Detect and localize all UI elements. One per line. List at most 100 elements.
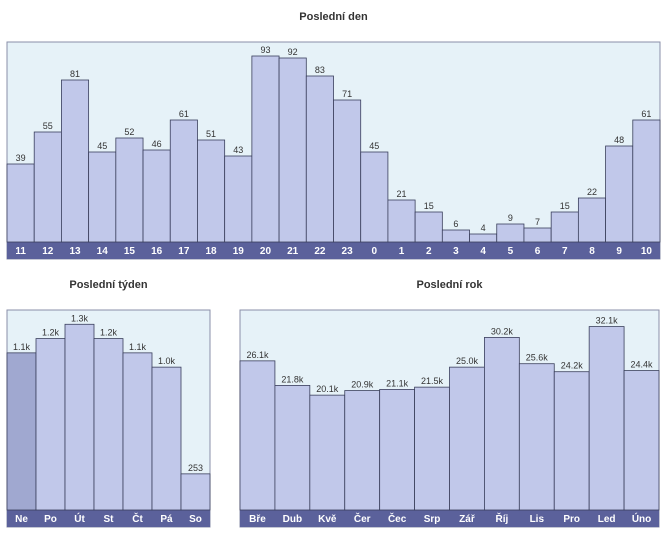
bar-value-label-week: 1.1k [129, 342, 147, 352]
chart-title-year: Poslední rok [416, 279, 483, 291]
bar-value-label-year: 26.1k [246, 350, 269, 360]
bar-year [379, 389, 415, 511]
x-tick-label-year: Říj [495, 512, 508, 525]
bar-value-label-week: 1.2k [42, 328, 60, 338]
x-tick-label-day: 13 [69, 246, 81, 257]
bar-value-label-week: 1.2k [100, 328, 118, 338]
bar-value-label-year: 32.1k [596, 316, 619, 326]
bar-value-label-day: 15 [560, 201, 570, 211]
bar-day [251, 55, 280, 243]
bar-day [169, 119, 198, 243]
bar-day [142, 149, 171, 243]
bar-day [115, 137, 144, 243]
bar-day [305, 75, 334, 243]
x-tick-label-day: 0 [372, 246, 378, 257]
x-tick-label-year: Zář [459, 514, 475, 525]
bar-day [224, 155, 253, 243]
bar-value-label-year: 24.2k [561, 361, 584, 371]
bar-value-label-year: 21.1k [386, 378, 409, 388]
bar-value-label-year: 20.9k [351, 380, 374, 390]
bar-day [414, 211, 443, 243]
bar-value-label-year: 25.6k [526, 353, 549, 363]
x-tick-label-week: Út [74, 512, 85, 525]
bar-value-label-day: 45 [97, 141, 107, 151]
x-tick-label-day: 12 [42, 246, 54, 257]
bar-day [523, 227, 552, 243]
bar-value-label-day: 46 [152, 139, 162, 149]
bar-value-label-day: 22 [587, 187, 597, 197]
bar-day [88, 151, 117, 243]
x-tick-label-day: 19 [233, 246, 245, 257]
bar-day [61, 79, 90, 243]
bar-day [33, 131, 62, 243]
bar-day [577, 197, 606, 243]
bar-week [180, 473, 211, 511]
chart-title-day: Poslední den [299, 11, 368, 23]
x-tick-label-week: So [189, 514, 202, 525]
x-tick-label-week: Pá [160, 514, 173, 525]
bar-year [274, 385, 311, 511]
bar-value-label-day: 83 [315, 65, 325, 75]
x-tick-label-day: 17 [178, 246, 190, 257]
x-tick-label-day: 3 [453, 246, 459, 257]
bar-day [550, 211, 579, 243]
x-tick-label-day: 11 [15, 246, 26, 257]
x-tick-label-day: 7 [562, 246, 568, 257]
bar-year [344, 390, 381, 511]
x-tick-label-week: St [104, 514, 115, 525]
bar-day [441, 229, 470, 243]
x-tick-label-day: 15 [124, 246, 136, 257]
x-tick-label-year: Pro [563, 514, 580, 525]
bar-value-label-day: 45 [369, 141, 379, 151]
x-tick-label-day: 4 [480, 246, 486, 257]
bar-value-label-year: 21.5k [421, 376, 444, 386]
bar-week [6, 352, 37, 511]
bar-day [469, 233, 498, 243]
x-tick-label-day: 21 [287, 246, 299, 257]
bar-year [484, 337, 520, 511]
bar-value-label-day: 61 [179, 109, 189, 119]
bar-day [387, 199, 416, 243]
bar-value-label-day: 7 [535, 217, 540, 227]
bar-week [93, 338, 124, 511]
x-axis-band-day [7, 242, 660, 259]
bar-value-label-week: 1.0k [158, 356, 176, 366]
bar-value-label-day: 93 [260, 45, 270, 55]
bar-value-label-day: 71 [342, 89, 352, 99]
bar-value-label-week: 1.1k [13, 342, 31, 352]
x-tick-label-day: 14 [97, 246, 109, 257]
bar-day [496, 223, 525, 243]
bar-value-label-day: 39 [16, 153, 26, 163]
bar-value-label-week: 253 [188, 463, 203, 473]
bar-value-label-day: 51 [206, 129, 216, 139]
bar-value-label-day: 4 [481, 223, 486, 233]
x-tick-label-day: 22 [314, 246, 326, 257]
bar-value-label-day: 48 [614, 135, 624, 145]
x-tick-label-week: Po [44, 514, 57, 525]
x-tick-label-day: 23 [342, 246, 354, 257]
bar-day [333, 99, 362, 243]
x-tick-label-day: 9 [616, 246, 622, 257]
x-tick-label-day: 8 [589, 246, 595, 257]
x-tick-label-year: Čer [354, 512, 371, 525]
bar-day [632, 119, 661, 243]
x-tick-label-day: 18 [206, 246, 218, 257]
x-tick-label-day: 5 [508, 246, 514, 257]
bar-year [239, 360, 276, 511]
bar-value-label-day: 6 [453, 219, 458, 229]
bar-value-label-day: 43 [233, 145, 243, 155]
bar-year [449, 366, 485, 511]
x-tick-label-year: Bře [249, 514, 266, 525]
x-tick-label-day: 10 [641, 246, 653, 257]
x-tick-label-year: Čec [388, 512, 407, 525]
bar-value-label-day: 9 [508, 213, 513, 223]
x-tick-label-week: Ne [15, 514, 28, 525]
x-tick-label-year: Dub [283, 514, 302, 525]
bar-week [122, 352, 153, 511]
x-tick-label-day: 2 [426, 246, 432, 257]
bar-value-label-day: 15 [424, 201, 434, 211]
x-tick-label-day: 1 [399, 246, 405, 257]
bar-value-label-year: 24.4k [631, 360, 654, 370]
bar-year [588, 326, 625, 511]
